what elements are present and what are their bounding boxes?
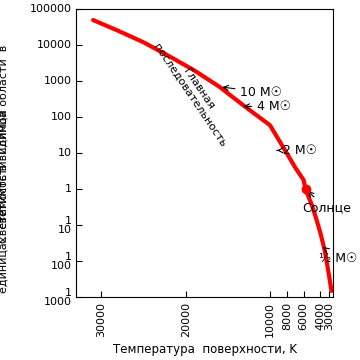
Text: Светимость в видимой области  в: Светимость в видимой области в	[0, 45, 9, 243]
Text: 4 M☉: 4 M☉	[244, 100, 291, 113]
X-axis label: Температура  поверхности, K: Температура поверхности, K	[113, 343, 297, 356]
Text: единицах  светимости  Солнца: единицах светимости Солнца	[0, 110, 9, 293]
Text: Солнце: Солнце	[302, 192, 351, 215]
Text: 10 M☉: 10 M☉	[224, 85, 282, 99]
Text: 2 M☉: 2 M☉	[277, 144, 316, 157]
Text: Главная
последовательность: Главная последовательность	[151, 35, 237, 149]
Text: ½ M☉: ½ M☉	[319, 247, 357, 265]
